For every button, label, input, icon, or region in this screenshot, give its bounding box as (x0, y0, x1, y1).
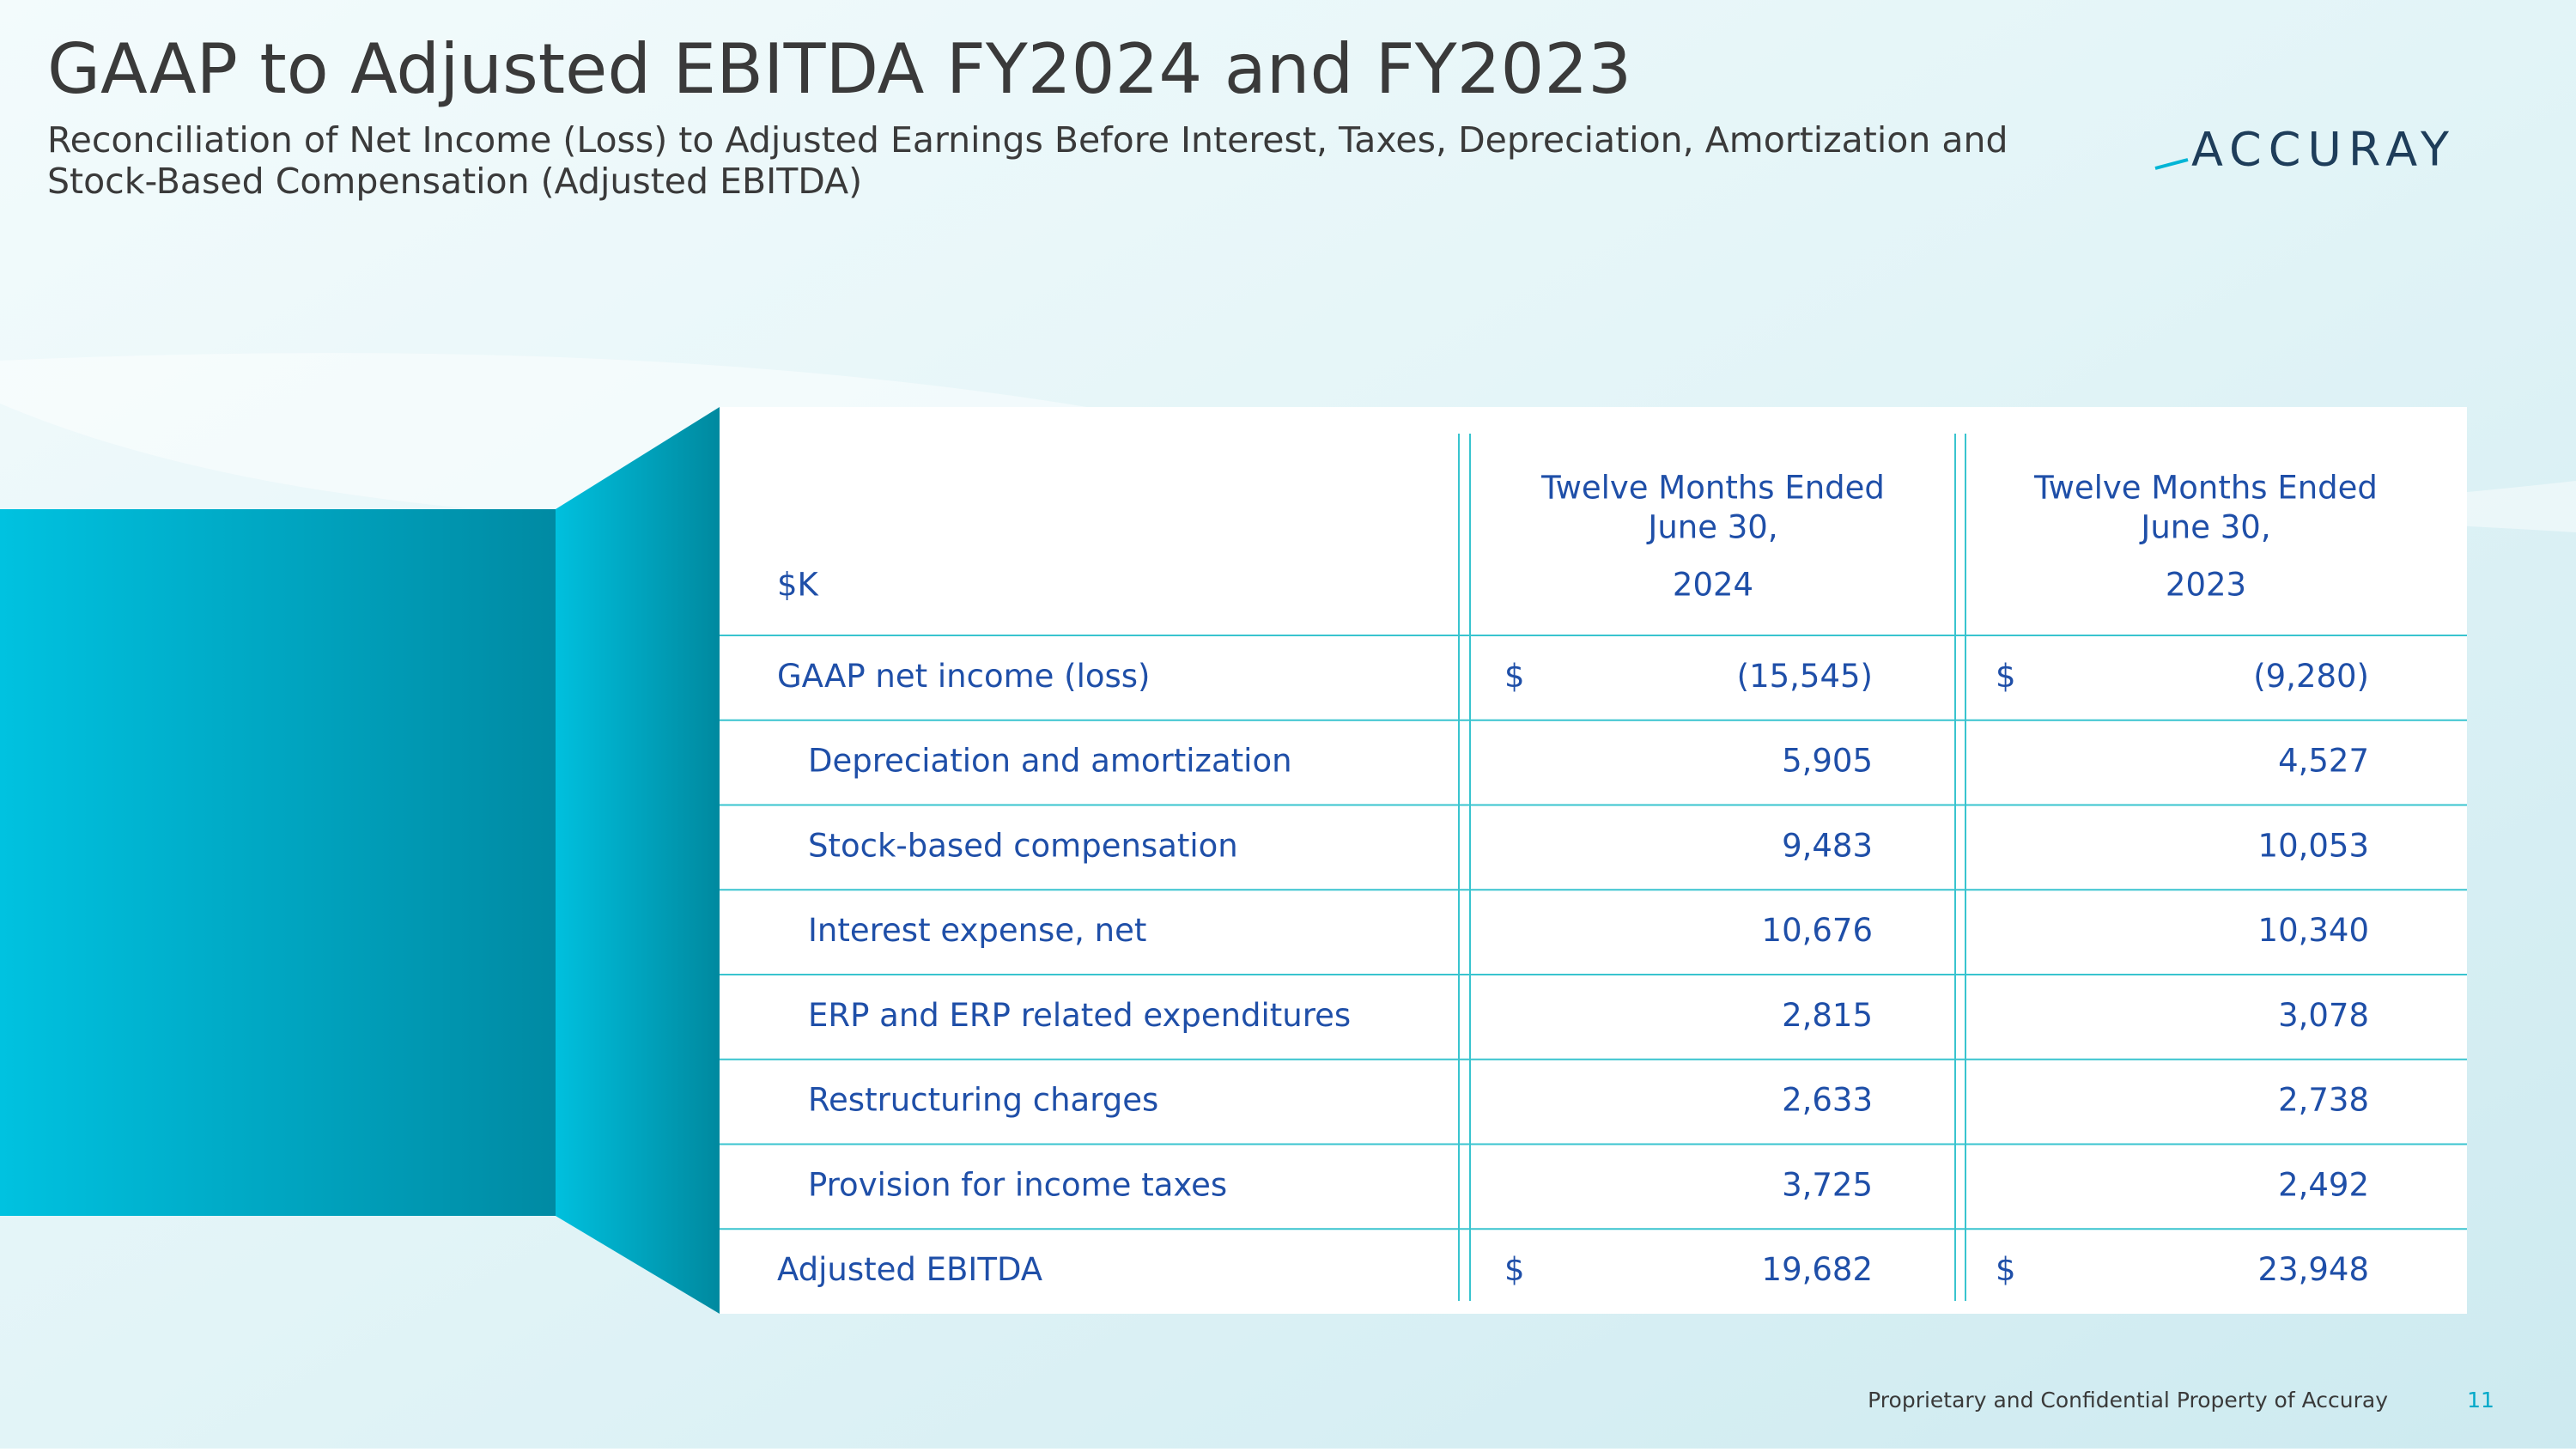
cell-value: 19,682 (1762, 1251, 1873, 1288)
currency: $ (1996, 658, 2016, 695)
logo-mark (2154, 158, 2189, 170)
row-label: Restructuring charges (808, 1082, 1158, 1119)
cell-value: (9,280) (2253, 658, 2369, 695)
decor-block (0, 509, 556, 1216)
column-header: June 30, (2139, 509, 2270, 546)
cell-value: 9,483 (1782, 827, 1873, 864)
cell-value: 2,738 (2278, 1082, 2369, 1119)
subtitle: Reconciliation of Net Income (Loss) to A… (47, 119, 2008, 161)
currency: $ (1504, 1251, 1525, 1288)
cell-value: 2,492 (2278, 1166, 2369, 1203)
column-year: 2024 (1673, 567, 1753, 604)
column-year: 2023 (2166, 567, 2246, 604)
row-label: Depreciation and amortization (808, 743, 1292, 780)
cell-value: 3,078 (2278, 997, 2369, 1034)
column-header: Twelve Months Ended (2033, 470, 2378, 507)
unit-label: $K (777, 567, 820, 604)
cell-value: 5,905 (1782, 743, 1873, 780)
row-label: GAAP net income (loss) (777, 658, 1151, 695)
row-label: ERP and ERP related expenditures (808, 997, 1351, 1034)
page-number: 11 (2467, 1388, 2494, 1413)
cell-value: 10,053 (2258, 827, 2369, 864)
cell-value: (15,545) (1737, 658, 1873, 695)
cell-value: 10,340 (2258, 912, 2369, 949)
table-panel (720, 407, 2467, 1314)
cell-value: 2,815 (1782, 997, 1873, 1034)
logo: ACCURAY (2191, 123, 2456, 177)
column-header: June 30, (1646, 509, 1777, 546)
subtitle: Stock-Based Compensation (Adjusted EBITD… (47, 161, 862, 202)
column-header: Twelve Months Ended (1540, 470, 1885, 507)
cell-value: 2,633 (1782, 1082, 1873, 1119)
row-label: Provision for income taxes (808, 1166, 1227, 1203)
cell-value: 23,948 (2258, 1251, 2369, 1288)
cell-value: 4,527 (2278, 743, 2369, 780)
row-label: Stock-based compensation (808, 827, 1238, 864)
currency: $ (1996, 1251, 2016, 1288)
currency: $ (1504, 658, 1525, 695)
cell-value: 10,676 (1762, 912, 1873, 949)
footer-note: Proprietary and Confidential Property of… (1868, 1388, 2388, 1413)
row-label: Adjusted EBITDA (777, 1251, 1042, 1288)
row-label: Interest expense, net (808, 912, 1146, 949)
cell-value: 3,725 (1782, 1166, 1873, 1203)
title: GAAP to Adjusted EBITDA FY2024 and FY202… (47, 29, 1631, 109)
decor-side (556, 407, 720, 1314)
